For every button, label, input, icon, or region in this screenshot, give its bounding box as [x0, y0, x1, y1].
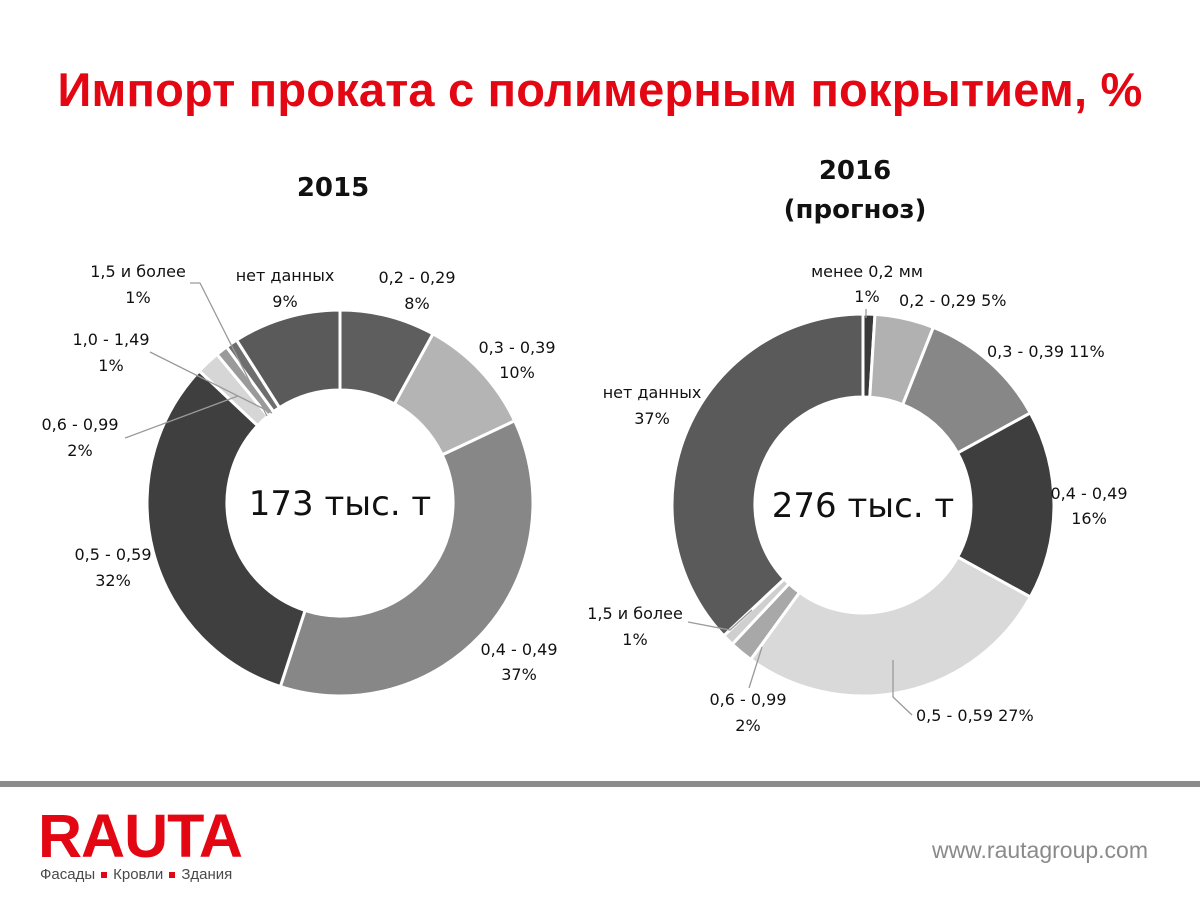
leader-line	[124, 395, 239, 439]
rauta-logo: RAUTA	[38, 802, 243, 870]
donut-slice	[145, 368, 307, 689]
slice-value-label: 37%	[501, 665, 537, 684]
logo-tagline: Фасады Кровли Здания	[40, 866, 232, 883]
slice-label: 0,2 - 0,29	[378, 268, 455, 287]
slice-label: 0,6 - 0,99	[41, 415, 118, 434]
slice-value-label: 1%	[854, 287, 879, 306]
slice-label: 0,4 - 0,49	[480, 640, 557, 659]
slice-label: нет данных	[603, 383, 702, 402]
tagline-item-facades: Фасады	[40, 866, 96, 883]
slice-value-label: 32%	[95, 571, 131, 590]
slice-value-label: 1%	[622, 630, 647, 649]
donut-slice	[748, 554, 1033, 698]
leader-line	[892, 660, 913, 716]
slice-label: 0,3 - 0,39	[478, 338, 555, 357]
slice-value-label: 9%	[272, 292, 297, 311]
slice-label: 1,5 и более	[587, 604, 683, 623]
donut-chart-2016: 2016 (прогноз) 276 тыс. т менее 0,2 мм 1% 0,2…	[587, 156, 1127, 735]
slice-value-label: 1%	[98, 356, 123, 375]
footer-divider	[0, 781, 1200, 787]
center-total-label: 173 тыс. т	[249, 484, 431, 524]
leader-line	[687, 609, 753, 631]
leader-line	[748, 646, 763, 689]
slice-label: 0,6 - 0,99	[709, 690, 786, 709]
chart-title: 2016	[819, 156, 891, 186]
donut-chart-2015: 2015 173 тыс. т 0,2 - 0,29 8% 0,3 - 0,39 10% 0…	[41, 173, 558, 698]
slice-label: 0,5 - 0,59 27%	[916, 706, 1034, 725]
slice-label: 0,5 - 0,59	[74, 545, 151, 564]
slice-value-label: 1%	[125, 288, 150, 307]
website-link[interactable]: www.rautagroup.com	[931, 837, 1148, 863]
tagline-item-roofs: Кровли	[113, 866, 164, 883]
slice-label: 0,3 - 0,39 11%	[987, 342, 1105, 361]
slice-label: 1,5 и более	[90, 262, 186, 281]
donut-slice	[278, 418, 535, 698]
tagline-item-buildings: Здания	[181, 866, 233, 883]
slice-label: 1,0 - 1,49	[72, 330, 149, 349]
slice-value-label: 37%	[634, 409, 670, 428]
slice-label: нет данных	[236, 266, 335, 285]
donut-slice	[234, 308, 342, 410]
charts-area: 2015 173 тыс. т 0,2 - 0,29 8% 0,3 - 0,39 10% 0…	[41, 156, 1127, 735]
chart-subtitle: (прогноз)	[784, 195, 927, 225]
slice-value-label: 16%	[1071, 509, 1107, 528]
leader-line	[190, 282, 268, 417]
slide-title: Импорт проката с полимерным покрытием, %	[57, 63, 1143, 116]
slice-label: менее 0,2 мм	[811, 262, 923, 281]
donut-slice	[670, 312, 865, 638]
slice-label: 0,2 - 0,29 5%	[899, 291, 1006, 310]
slice-value-label: 10%	[499, 363, 535, 382]
chart-title: 2015	[297, 173, 369, 203]
tagline-separator	[169, 871, 176, 878]
leader-line	[149, 351, 273, 414]
slice-value-label: 8%	[404, 294, 429, 313]
slice-value-label: 2%	[67, 441, 92, 460]
slice-label: 0,4 - 0,49	[1050, 484, 1127, 503]
center-total-label: 276 тыс. т	[772, 486, 954, 526]
tagline-separator	[101, 871, 108, 878]
slice-value-label: 2%	[735, 716, 760, 735]
